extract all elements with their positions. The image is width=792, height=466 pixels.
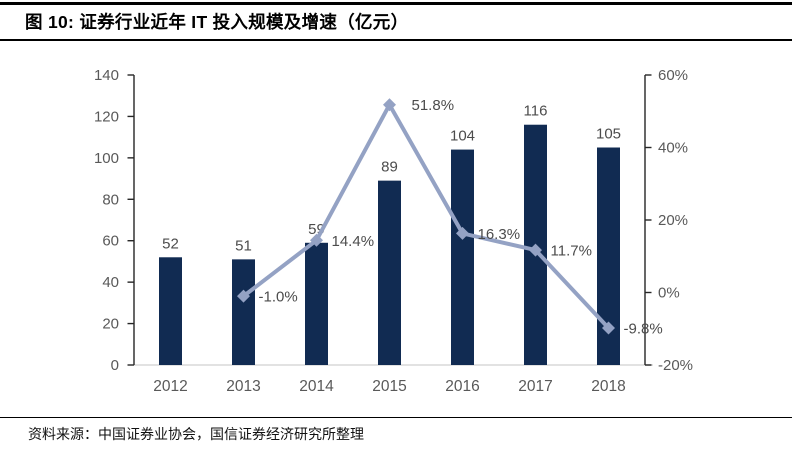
- line-label-2017: 11.7%: [551, 243, 592, 260]
- x-label-2017: 2017: [518, 378, 552, 395]
- marker-2015: [383, 98, 396, 112]
- x-label-2016: 2016: [445, 378, 479, 395]
- bar-2015: [378, 180, 401, 365]
- bar-label-2018: 105: [596, 126, 621, 143]
- line-label-2014: 14.4%: [332, 233, 375, 250]
- marker-2016: [456, 226, 469, 240]
- left-axis-label-40: 40: [102, 274, 119, 291]
- bar-label-2013: 51: [235, 237, 252, 254]
- bar-2014: [305, 242, 328, 365]
- bar-label-2012: 52: [162, 235, 179, 252]
- x-label-2015: 2015: [372, 378, 406, 395]
- bar-2016: [451, 149, 474, 365]
- left-axis-label-20: 20: [102, 316, 119, 333]
- line-label-2018: -9.8%: [624, 321, 663, 338]
- left-axis-label-120: 120: [94, 108, 119, 125]
- right-axis-label-0%: 0%: [658, 285, 680, 302]
- x-label-2018: 2018: [591, 378, 625, 395]
- bar-2013: [232, 259, 255, 365]
- bar-label-2017: 116: [524, 103, 548, 120]
- marker-2018: [602, 321, 615, 335]
- marker-2014: [310, 233, 323, 247]
- marker-2017: [529, 243, 542, 257]
- bar-2018: [597, 147, 620, 365]
- right-axis-label--20%: -20%: [658, 357, 693, 374]
- left-axis-label-100: 100: [94, 150, 119, 167]
- source-note: 资料来源：中国证券业协会，国信证券经济研究所整理: [28, 428, 364, 443]
- line-label-2016: 16.3%: [478, 226, 521, 243]
- footer-rule: [0, 417, 792, 419]
- x-label-2014: 2014: [299, 378, 334, 395]
- bar-label-2016: 104: [450, 128, 475, 145]
- x-label-2013: 2013: [226, 378, 260, 395]
- title-rule: [0, 39, 792, 41]
- line-label-2015: 51.8%: [412, 97, 455, 114]
- left-axis-label-60: 60: [102, 233, 119, 250]
- marker-2013: [237, 289, 250, 303]
- top-rule: [0, 2, 792, 5]
- growth-line: [242, 100, 610, 330]
- bar-label-2015: 89: [381, 159, 398, 176]
- left-axis-label-80: 80: [102, 191, 119, 208]
- left-axis-label-140: 140: [94, 67, 119, 84]
- right-axis-label-20%: 20%: [658, 212, 688, 229]
- left-axis-label-0: 0: [111, 357, 119, 374]
- right-axis-label-60%: 60%: [658, 67, 688, 84]
- bar-2012: [159, 257, 182, 365]
- figure-title: 图 10: 证券行业近年 IT 投入规模及增速（亿元）: [25, 12, 409, 32]
- x-label-2012: 2012: [153, 378, 187, 395]
- right-axis-label-40%: 40%: [658, 140, 688, 157]
- line-label-2013: -1.0%: [259, 289, 298, 306]
